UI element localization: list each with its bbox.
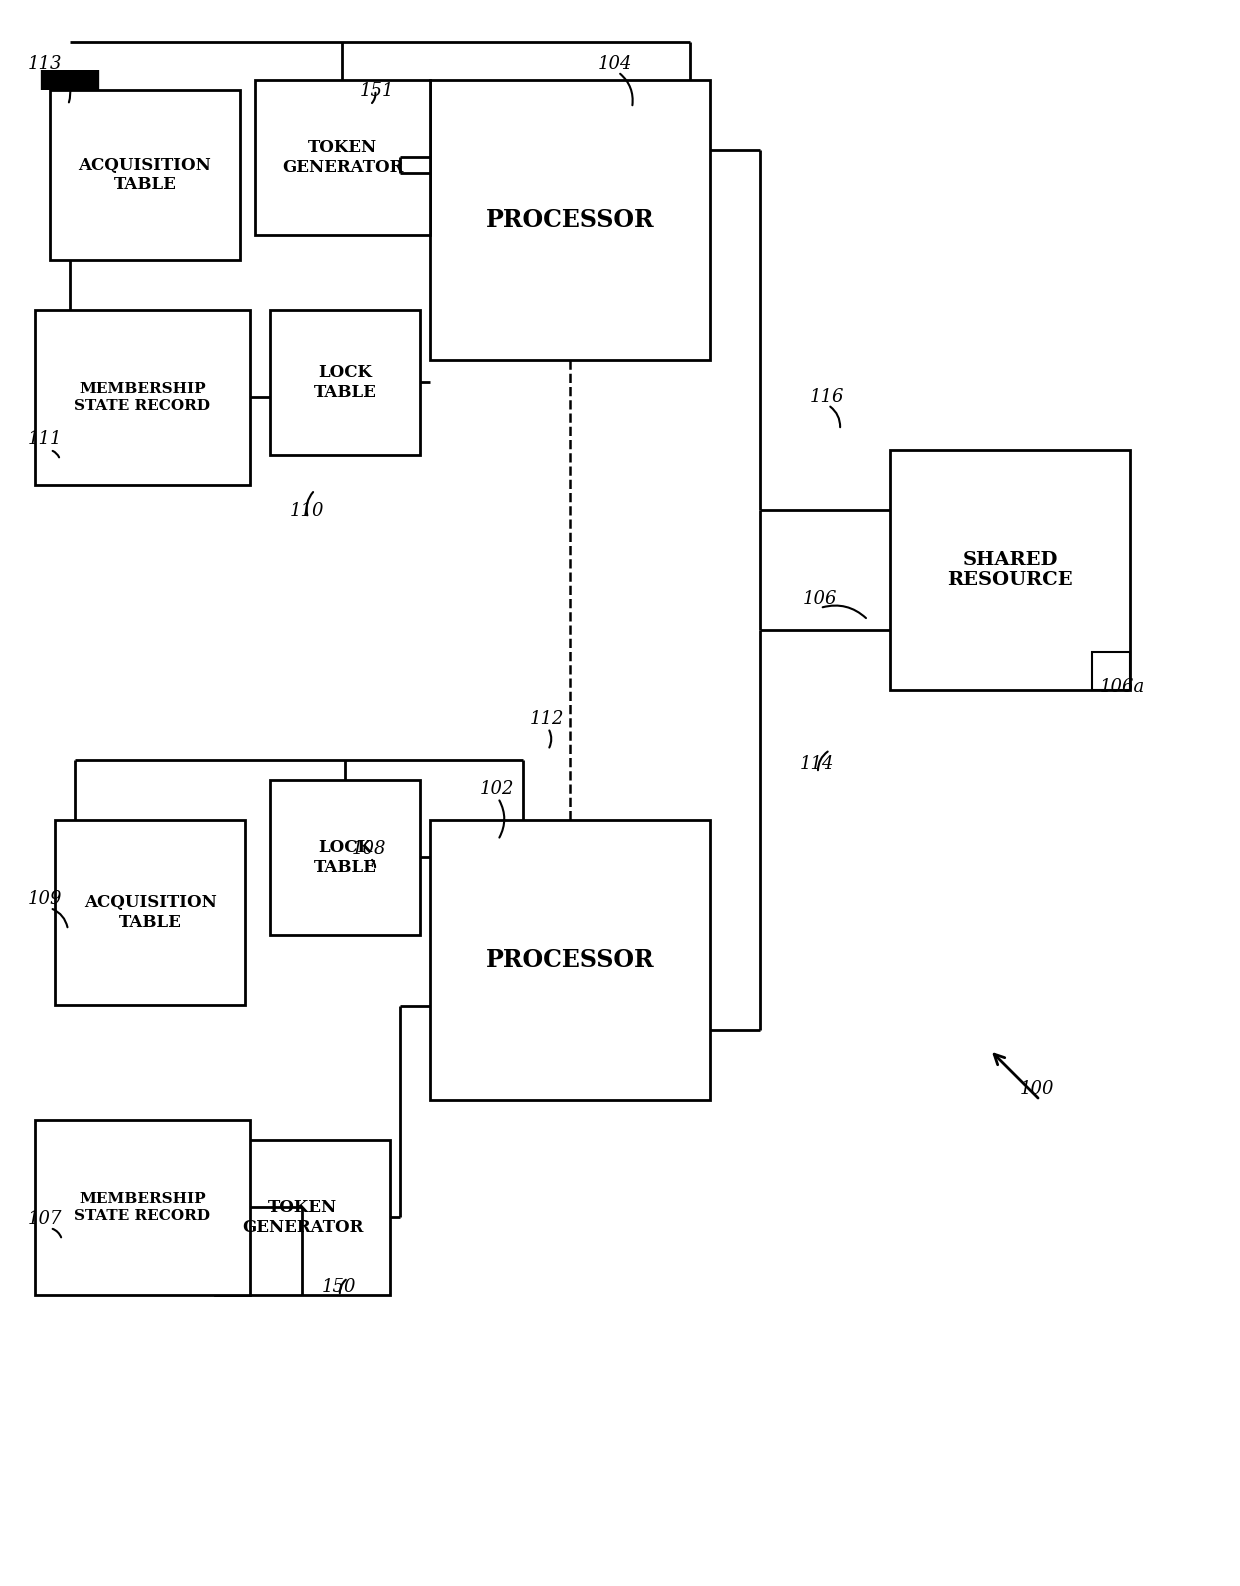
Bar xyxy=(430,820,711,1101)
Text: MEMBERSHIP
STATE RECORD: MEMBERSHIP STATE RECORD xyxy=(74,1193,211,1223)
Bar xyxy=(215,1140,391,1296)
Text: TOKEN
GENERATOR: TOKEN GENERATOR xyxy=(281,140,403,176)
Text: 114: 114 xyxy=(800,755,835,772)
Bar xyxy=(35,1120,250,1296)
Bar xyxy=(270,780,420,936)
Bar xyxy=(255,79,430,235)
Bar xyxy=(430,79,711,360)
Text: ACQUISITION
TABLE: ACQUISITION TABLE xyxy=(78,157,211,193)
Text: TOKEN
GENERATOR: TOKEN GENERATOR xyxy=(242,1199,363,1235)
Text: 106a: 106a xyxy=(1100,677,1146,696)
Text: 116: 116 xyxy=(810,389,844,406)
Text: 111: 111 xyxy=(29,430,62,447)
Text: LOCK
TABLE: LOCK TABLE xyxy=(314,839,377,875)
Text: 109: 109 xyxy=(29,890,62,909)
Text: SHARED
RESOURCE: SHARED RESOURCE xyxy=(947,550,1073,590)
Text: MEMBERSHIP
STATE RECORD: MEMBERSHIP STATE RECORD xyxy=(74,382,211,412)
Text: 150: 150 xyxy=(322,1278,357,1296)
Bar xyxy=(890,450,1130,690)
Text: 107: 107 xyxy=(29,1210,62,1228)
Text: 100: 100 xyxy=(1021,1080,1054,1098)
Text: 106: 106 xyxy=(804,590,837,607)
Bar xyxy=(1092,652,1130,690)
Text: 108: 108 xyxy=(352,841,387,858)
Text: 113: 113 xyxy=(29,56,62,73)
Text: 110: 110 xyxy=(290,503,325,520)
Text: 104: 104 xyxy=(598,56,632,73)
Bar xyxy=(55,820,246,1006)
Bar xyxy=(35,309,250,485)
Text: ACQUISITION
TABLE: ACQUISITION TABLE xyxy=(83,895,216,931)
Text: PROCESSOR: PROCESSOR xyxy=(486,948,655,972)
Text: LOCK
TABLE: LOCK TABLE xyxy=(314,365,377,401)
Bar xyxy=(270,309,420,455)
Text: 151: 151 xyxy=(360,82,394,100)
Text: PROCESSOR: PROCESSOR xyxy=(486,208,655,232)
Text: 102: 102 xyxy=(480,780,515,798)
Bar xyxy=(50,90,241,260)
Text: 112: 112 xyxy=(529,711,564,728)
